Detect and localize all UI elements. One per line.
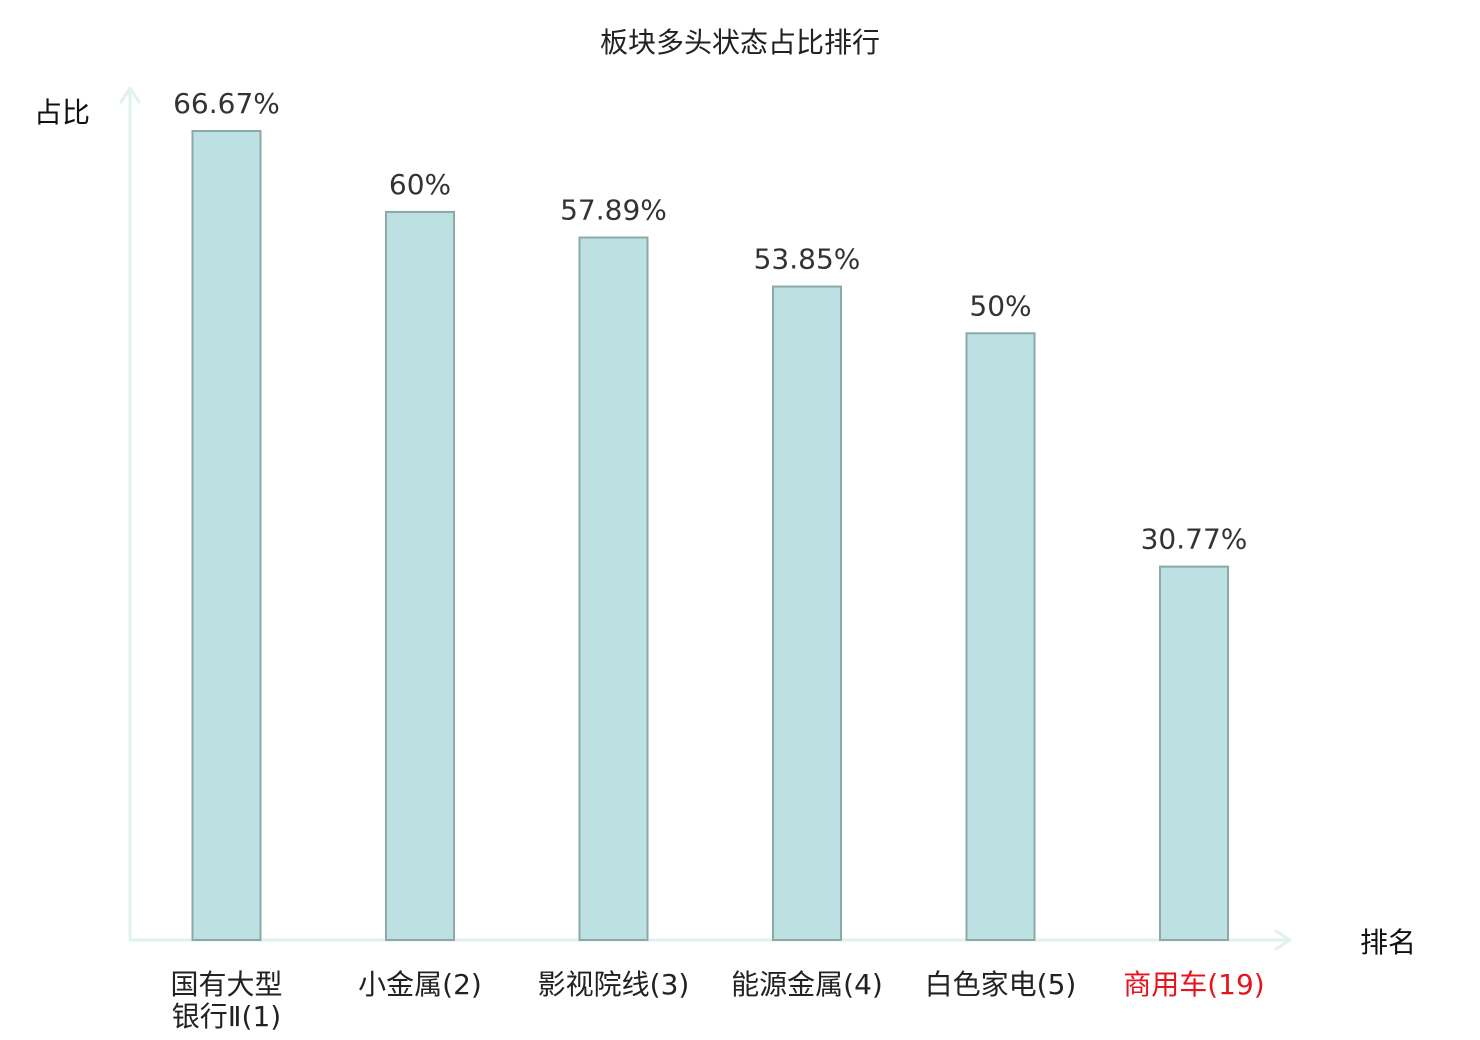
x-axis-arrow-icon [1274, 929, 1292, 951]
bar-4 [772, 285, 842, 941]
x-axis-label: 排名 [1360, 926, 1416, 959]
data-label-3: 57.89% [560, 194, 667, 227]
data-label-4: 53.85% [754, 243, 861, 276]
chart-title: 板块多头状态占比排行 [600, 26, 880, 59]
bar-5 [965, 332, 1036, 941]
y-axis-arrow-icon [119, 86, 141, 104]
data-label-5: 50% [969, 289, 1031, 322]
data-label-6: 30.77% [1141, 523, 1248, 556]
x-tick-label-6: 商用车(19) [1123, 968, 1264, 1001]
bar-3 [578, 236, 649, 941]
x-tick-label-3: 影视院线(3) [538, 968, 690, 1001]
value-labels-group: 66.67% 60% 57.89% 53.85% 50% 30.77% [173, 87, 1247, 556]
axes [119, 86, 1292, 951]
x-tick-label-2: 小金属(2) [358, 968, 482, 1001]
bars-group [191, 130, 1229, 941]
data-label-1: 66.67% [173, 87, 280, 120]
x-tick-label-5: 白色家电(5) [925, 968, 1077, 1001]
bar-2 [385, 210, 455, 941]
x-tick-label-4: 能源金属(4) [731, 968, 883, 1001]
x-tick-label-1-line-1: 国有大型 [170, 968, 282, 1001]
data-label-2: 60% [389, 168, 451, 201]
bar-1 [191, 130, 262, 941]
y-axis-label: 占比 [34, 96, 90, 129]
x-tick-label-1-line-2: 银行Ⅱ(1) [172, 1000, 281, 1033]
bar-6 [1159, 565, 1229, 941]
